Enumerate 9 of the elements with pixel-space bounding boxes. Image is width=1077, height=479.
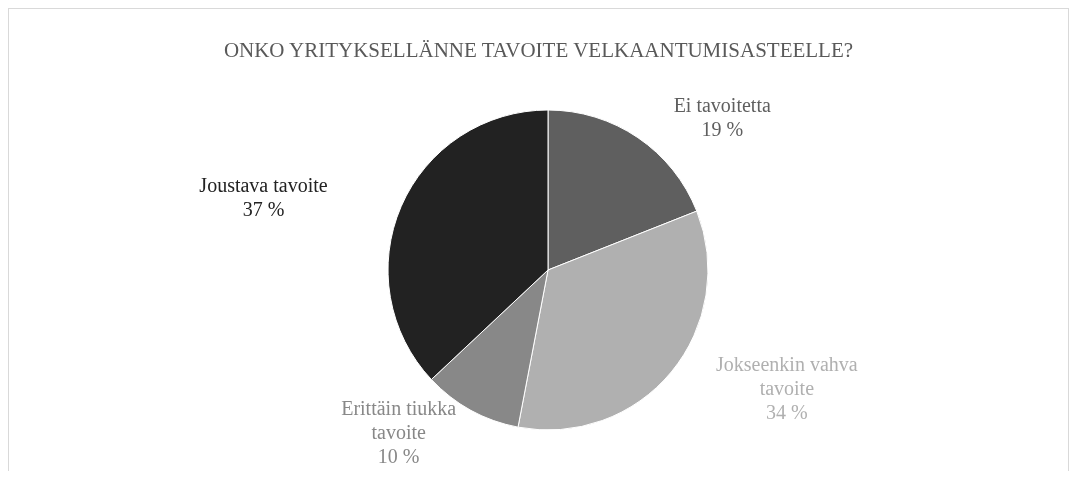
slice-label: Ei tavoitetta [673, 93, 771, 116]
slice-label: Jokseenkin vahva tavoite [716, 352, 858, 399]
data-label: 34 % [766, 400, 808, 423]
data-label: 19 % [701, 117, 744, 140]
chart-title: ONKO YRITYKSELLÄNNE TAVOITE VELKAANTUMISASTEELLE? [223, 38, 854, 62]
slice-label: Erittäin tiukka tavoite [341, 397, 457, 444]
slice-label: Joustava tavoite [199, 173, 328, 196]
data-label: 37 % [242, 197, 285, 220]
data-label: 10 % [377, 445, 420, 468]
